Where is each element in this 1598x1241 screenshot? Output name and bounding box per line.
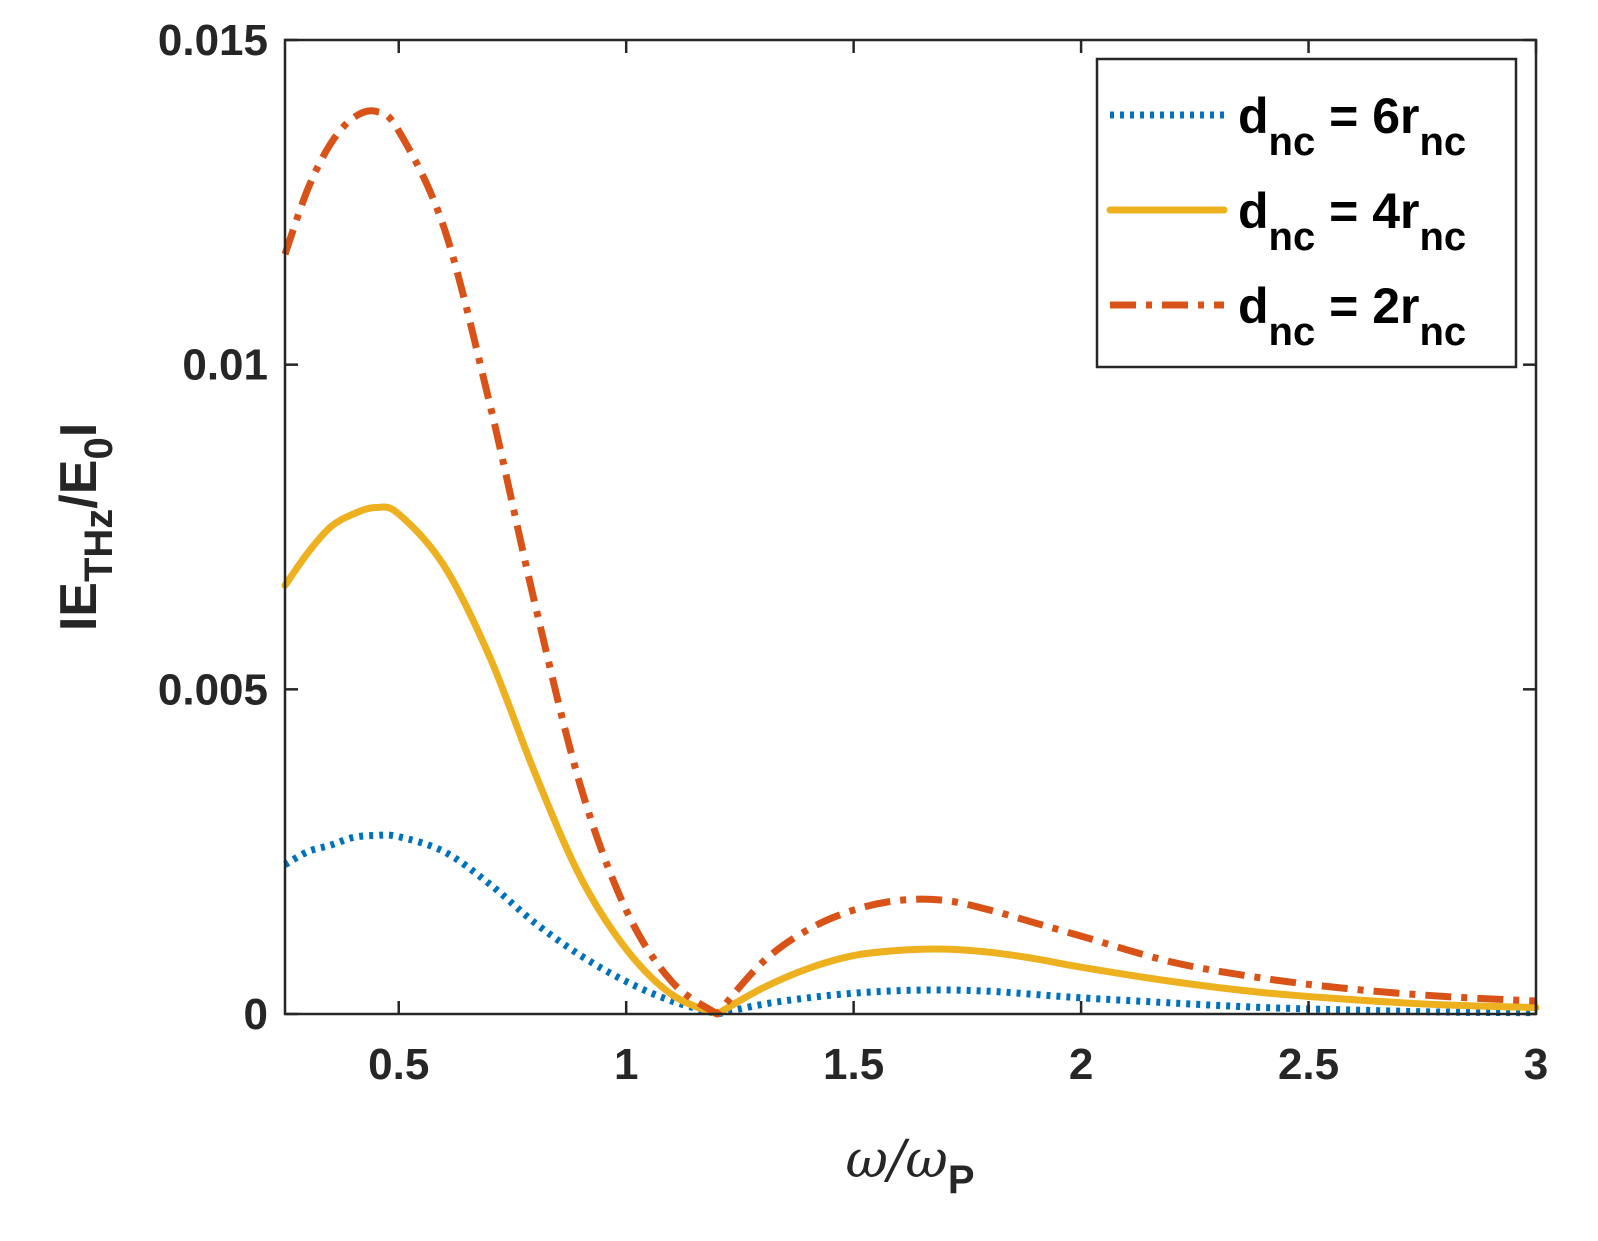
legend-label-part: nc [1269, 120, 1316, 164]
y-tick-label: 0.01 [182, 341, 268, 390]
y-axis-title-sub-1: THz [77, 509, 121, 582]
legend-label-1: dnc = 6rnc [1238, 88, 1466, 164]
y-axis-title-part-2: /E [50, 460, 108, 509]
y-axis-title-part-3: I [50, 423, 108, 437]
legend-label-2: dnc = 4rnc [1238, 183, 1466, 259]
legend-label-part: = 4r [1315, 183, 1419, 239]
x-tick-label: 3 [1524, 1040, 1548, 1089]
legend-label-part: nc [1419, 120, 1466, 164]
y-axis-title-part-1: IE [50, 582, 108, 631]
legend-label-part: nc [1419, 215, 1466, 259]
legend-label-part: = 6r [1315, 88, 1419, 144]
series-line-3 [281, 107, 1537, 1018]
x-axis-title: ω/ωP [845, 1130, 974, 1202]
legend-label-part: d [1238, 88, 1269, 144]
x-tick-label: 1 [614, 1040, 638, 1089]
legend-label-3: dnc = 2rnc [1238, 278, 1466, 354]
y-axis-title-sub-2: 0 [77, 437, 121, 459]
legend-label-part: d [1238, 183, 1269, 239]
x-tick-label: 0.5 [368, 1040, 429, 1089]
y-axis-title: IETHz/E0I [50, 423, 121, 631]
legend-label-part: nc [1269, 215, 1316, 259]
y-tick-label: 0 [244, 990, 268, 1039]
x-tick-label: 2 [1069, 1040, 1093, 1089]
legend-label-part: = 2r [1315, 278, 1419, 334]
x-tick-label: 1.5 [823, 1040, 884, 1089]
series-line-2 [281, 503, 1540, 1018]
legend-label-part: nc [1419, 310, 1466, 354]
axis-ticks: 0.5 1 1.5 2 2.5 3 0 0.005 0.01 0.015 [158, 16, 1548, 1089]
plot-area-frame [283, 38, 1538, 1016]
y-tick-label: 0.015 [158, 16, 268, 65]
x-axis-title-main: ω/ω [845, 1130, 947, 1190]
plot-series [281, 107, 1540, 1018]
y-tick-label: 0.005 [158, 665, 268, 714]
series-line-1 [283, 831, 1537, 1018]
x-axis-title-sub: P [948, 1158, 975, 1202]
legend-label-part: nc [1269, 310, 1316, 354]
legend-label-part: d [1238, 278, 1269, 334]
x-tick-label: 2.5 [1278, 1040, 1339, 1089]
